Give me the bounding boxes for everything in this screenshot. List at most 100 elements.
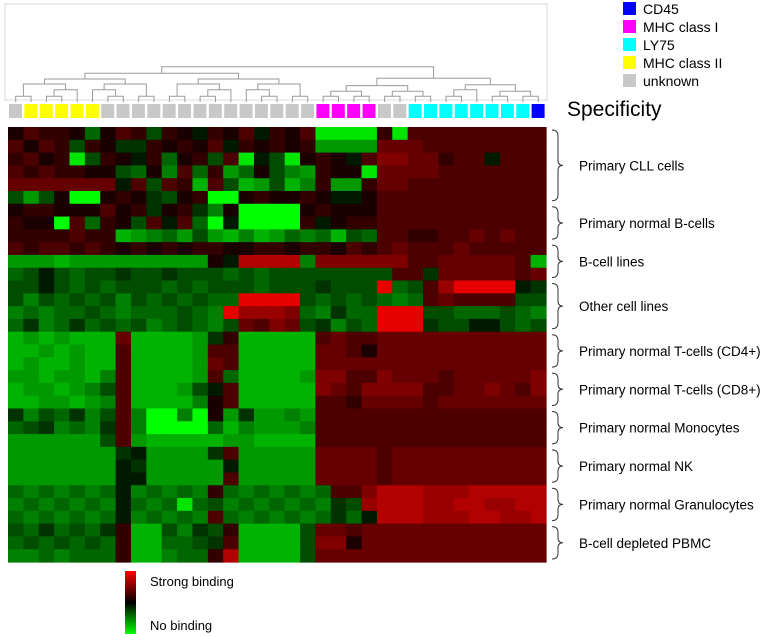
specificity-swatch <box>101 104 115 118</box>
heatmap-cell <box>269 459 286 474</box>
heatmap-cell <box>69 408 86 422</box>
heatmap-cell <box>161 280 178 294</box>
heatmap-cell <box>38 472 55 486</box>
heatmap-cell <box>38 498 55 512</box>
heatmap-cell <box>238 318 255 333</box>
heatmap-cell <box>499 139 516 154</box>
heatmap-cell <box>499 421 516 435</box>
heatmap-cell <box>146 139 163 154</box>
heatmap-cell <box>192 127 209 141</box>
heatmap-cell <box>284 242 301 256</box>
heatmap-cell <box>23 523 40 538</box>
color-scale-legend: Strong binding No binding <box>125 571 234 634</box>
heatmap-cell <box>469 331 486 346</box>
heatmap-cell <box>238 306 255 320</box>
heatmap-cell <box>177 459 194 474</box>
heatmap-cell <box>238 472 255 486</box>
heatmap-cell <box>376 229 393 243</box>
heatmap-cell <box>269 408 286 422</box>
heatmap-cell <box>223 318 240 333</box>
heatmap-cell <box>330 536 347 550</box>
heatmap-cell <box>115 229 132 243</box>
heatmap-cell <box>161 357 178 371</box>
heatmap-cell <box>146 165 163 179</box>
heatmap-cell <box>361 293 378 307</box>
heatmap-cell <box>115 434 132 448</box>
heatmap-cell <box>376 485 393 499</box>
legend-swatch <box>623 38 636 51</box>
heatmap-cell <box>115 152 132 166</box>
heatmap-cell <box>530 421 547 435</box>
row-group-label: Other cell lines <box>579 299 669 314</box>
heatmap-cell <box>438 549 455 563</box>
heatmap-cell <box>69 421 86 435</box>
heatmap-cell <box>8 510 24 525</box>
heatmap-cell <box>315 421 332 435</box>
heatmap-cell <box>207 203 224 218</box>
heatmap-cell <box>269 127 286 141</box>
heatmap-cell <box>207 280 224 294</box>
heatmap-cell <box>453 242 470 256</box>
heatmap-cell <box>392 293 409 307</box>
heatmap-cell <box>315 395 332 410</box>
heatmap-cell <box>69 536 86 550</box>
heatmap-cell <box>376 395 393 410</box>
heatmap-cell <box>192 139 209 154</box>
heatmap-cell <box>346 190 363 205</box>
heatmap-cell <box>376 216 393 230</box>
heatmap-cell <box>8 127 24 141</box>
heatmap-cell <box>146 472 163 486</box>
heatmap-cell <box>346 357 363 371</box>
heatmap-cell <box>54 459 71 474</box>
heatmap-cell <box>407 498 424 512</box>
heatmap-cell <box>330 523 347 538</box>
heatmap-cell <box>23 459 40 474</box>
heatmap-cell <box>238 203 255 218</box>
heatmap-cell <box>300 421 317 435</box>
heatmap-cell <box>530 165 547 179</box>
no-binding-label: No binding <box>150 618 212 633</box>
heatmap-cell <box>453 139 470 154</box>
heatmap-cell <box>69 203 86 218</box>
heatmap-cell <box>54 498 71 512</box>
heatmap-cell <box>392 331 409 346</box>
heatmap-cell <box>423 485 439 499</box>
heatmap-cell <box>361 510 378 525</box>
heatmap-cell <box>54 549 71 563</box>
heatmap-cell <box>54 523 71 538</box>
heatmap-cell <box>392 139 409 154</box>
heatmap-cell <box>238 395 255 410</box>
heatmap-cell <box>300 139 317 154</box>
specificity-bar <box>9 104 545 118</box>
heatmap-cell <box>69 318 86 333</box>
heatmap-cell <box>207 344 224 358</box>
heatmap-cell <box>469 152 486 166</box>
heatmap-cell <box>330 498 347 512</box>
heatmap-cell <box>284 472 301 486</box>
heatmap-cell <box>38 434 55 448</box>
heatmap-cell <box>69 190 86 205</box>
heatmap-cell <box>284 127 301 141</box>
heatmap-cell <box>69 331 86 346</box>
heatmap-cell <box>284 395 301 410</box>
heatmap-cell <box>8 152 24 166</box>
heatmap-cell <box>346 178 363 192</box>
heatmap-cell <box>484 370 501 384</box>
heatmap-cell <box>100 331 117 346</box>
heatmap-cell <box>130 229 147 243</box>
heatmap-cell <box>376 190 393 205</box>
heatmap-cell <box>161 523 178 538</box>
heatmap-cell <box>330 510 347 525</box>
heatmap-cell <box>453 331 470 346</box>
heatmap-cell <box>269 318 286 333</box>
heatmap-cell <box>407 331 424 346</box>
heatmap-cell <box>392 242 409 256</box>
heatmap-cell <box>469 242 486 256</box>
heatmap-cell <box>499 331 516 346</box>
heatmap-cell <box>330 178 347 192</box>
heatmap-cell <box>423 395 439 410</box>
heatmap-cell <box>346 510 363 525</box>
heatmap-cell <box>253 344 270 358</box>
heatmap-cell <box>530 152 547 166</box>
heatmap-cell <box>530 536 547 550</box>
